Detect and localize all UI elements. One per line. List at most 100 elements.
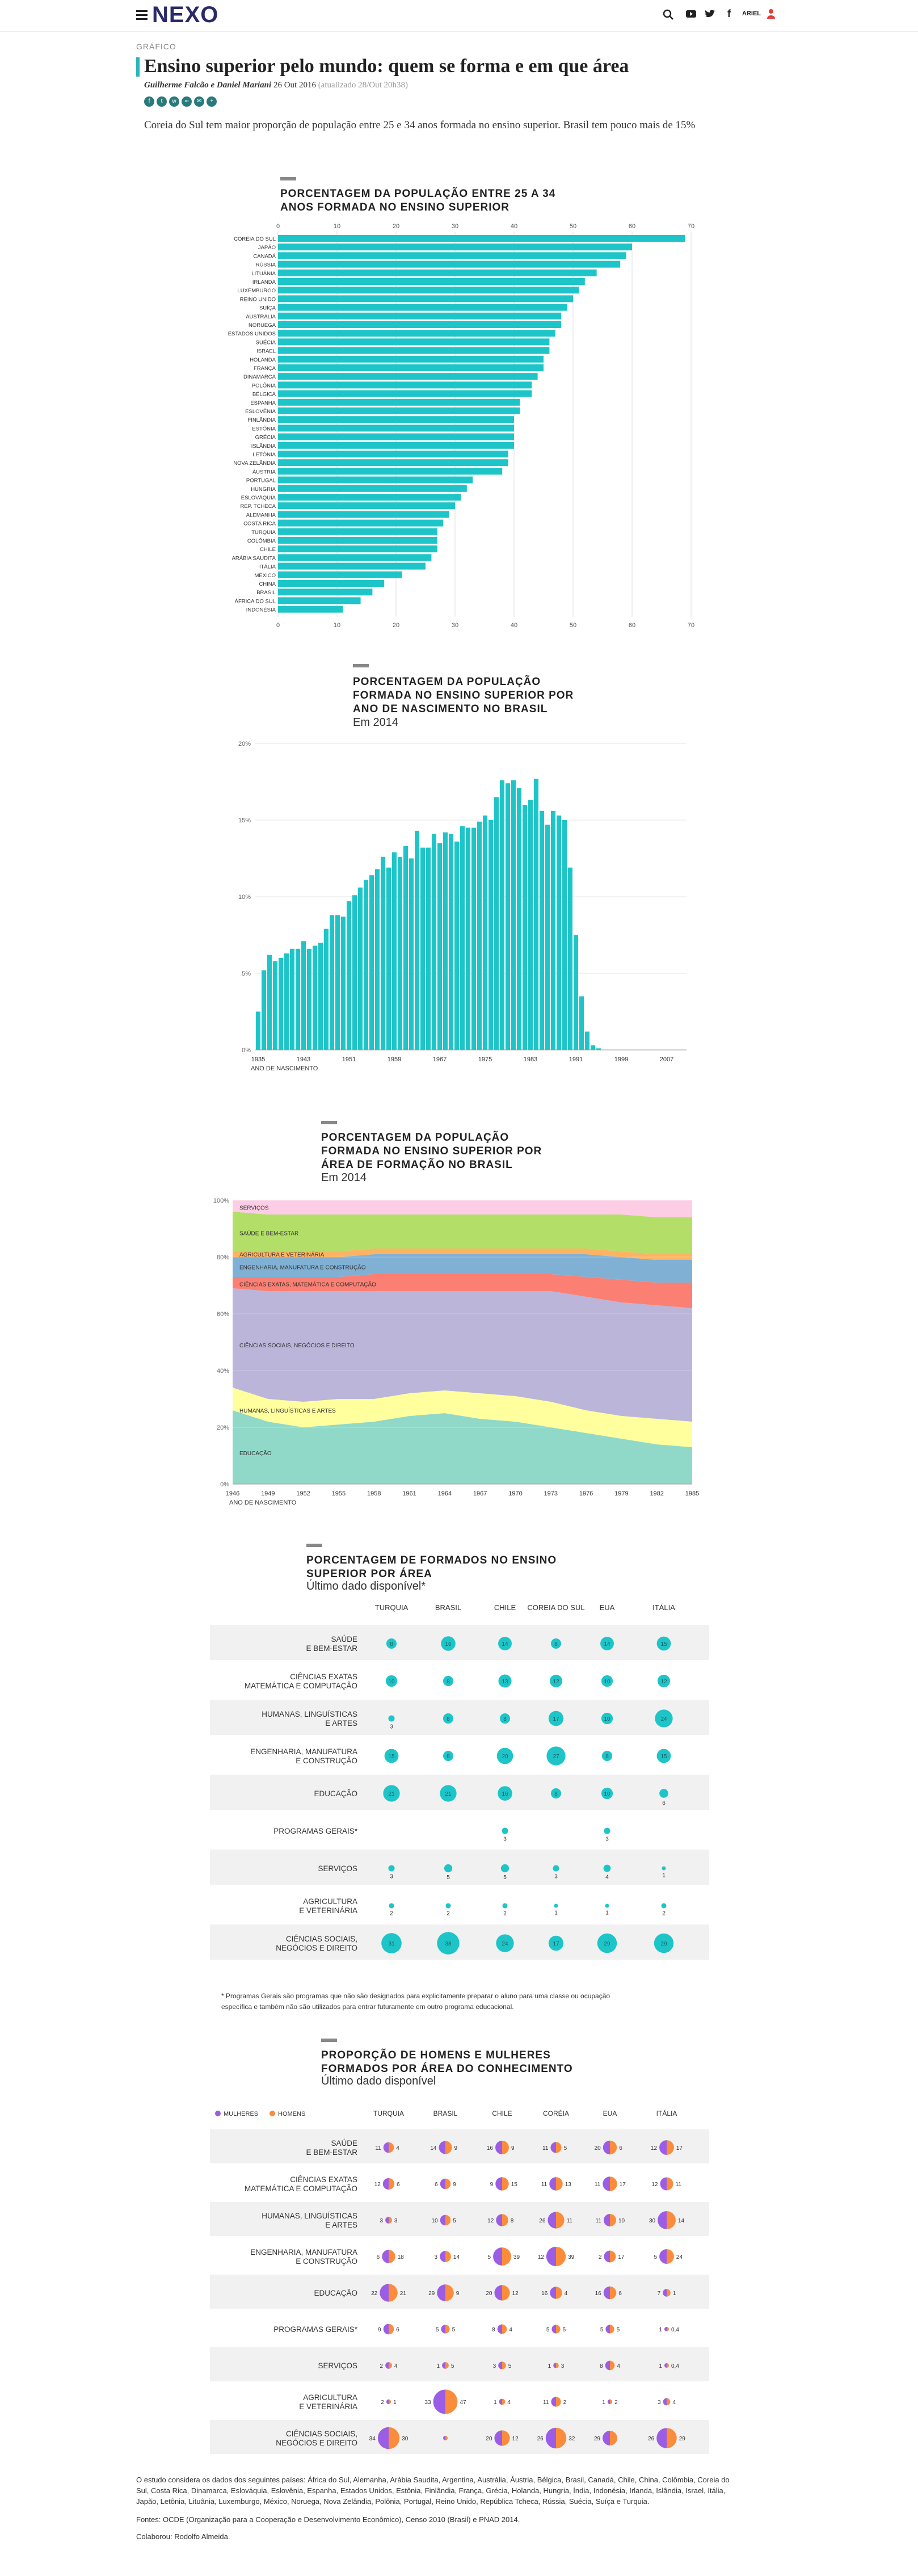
- value-bubble: [388, 1865, 395, 1872]
- men-value: 3: [394, 2218, 398, 2224]
- women-value: 2: [599, 2254, 602, 2260]
- women-value: 30: [649, 2218, 656, 2224]
- table1-bubble-table: TURQUIA BRASIL CHILE COREIA DO SUL EUA ITÁLIA…: [210, 1603, 709, 1960]
- bar: [352, 895, 357, 1050]
- bar: [568, 867, 572, 1050]
- value-bubble: [550, 1638, 562, 1649]
- bar: [381, 856, 385, 1050]
- women-value: 3: [435, 2254, 438, 2260]
- user-icon[interactable]: [767, 9, 775, 19]
- women-half: [551, 2397, 556, 2407]
- x-tick-label-top: 30: [452, 223, 458, 230]
- men-half: [502, 2247, 511, 2266]
- menu-icon[interactable]: [136, 10, 148, 20]
- x-tick-label: 1975: [478, 1056, 492, 1063]
- men-half: [502, 2324, 507, 2334]
- user-name[interactable]: ARIEL: [742, 10, 761, 17]
- bar: [313, 945, 317, 1050]
- value-bubble: [383, 1785, 400, 1802]
- x-tick-label: 2007: [660, 1056, 673, 1063]
- row-label: E CONSTRUÇÃO: [296, 1756, 357, 1765]
- x-tick-label-bottom: 70: [688, 622, 694, 629]
- bar: [278, 278, 585, 285]
- column-header: TURQUIA: [375, 1603, 409, 1612]
- men-half: [610, 2214, 616, 2226]
- women-half: [603, 2431, 610, 2445]
- women-half: [546, 2246, 556, 2267]
- value-bubble: [548, 1711, 564, 1726]
- bar: [364, 880, 368, 1050]
- share-more-icon[interactable]: +: [207, 96, 217, 107]
- value-bubble: [656, 1749, 671, 1763]
- bar: [517, 788, 521, 1050]
- x-tick-label: 1964: [438, 1490, 452, 1497]
- value-bubble: [502, 1827, 508, 1834]
- men-value: 11: [676, 2182, 682, 2188]
- table1-footnote: * Programas Gerais são programas que não…: [221, 1992, 610, 2011]
- men-half: [610, 2360, 615, 2371]
- chart1-marker: [280, 177, 296, 180]
- value-label: 16: [502, 1791, 508, 1797]
- value-bubble: [496, 1934, 514, 1952]
- chart2-title: PORCENTAGEM DA POPULAÇÃO FORMADA NO ENSIN…: [353, 676, 574, 715]
- category-label: IRLANDA: [252, 279, 276, 285]
- women-value: 12: [374, 2182, 381, 2188]
- row-label: E ARTES: [325, 1719, 357, 1728]
- men-legend-dot: [269, 2111, 275, 2116]
- area-series: [233, 1410, 692, 1484]
- women-half: [553, 2363, 556, 2368]
- row-label: CIÊNCIAS SOCIAIS,: [286, 2430, 357, 2438]
- women-half: [664, 2327, 667, 2331]
- row-label: HUMANAS, LINGUÍSTICAS: [262, 1710, 357, 1718]
- area-series: [233, 1288, 692, 1422]
- men-value: 5: [564, 2145, 567, 2151]
- category-label: PORTUGAL: [246, 478, 276, 484]
- bar: [386, 867, 391, 1050]
- x-tick-label: 1973: [544, 1490, 558, 1497]
- share-email-icon[interactable]: ✉: [194, 96, 204, 107]
- men-half: [502, 2398, 506, 2405]
- men-half: [667, 2327, 669, 2331]
- share-facebook-icon[interactable]: f: [144, 96, 154, 107]
- men-half: [556, 2427, 567, 2449]
- row-background: [210, 1625, 709, 1660]
- category-label: HUNGRIA: [251, 486, 276, 493]
- value-bubble: [654, 1933, 674, 1953]
- women-value: 5: [436, 2327, 439, 2333]
- row-background: [210, 2420, 709, 2454]
- facebook-icon[interactable]: f: [727, 8, 731, 19]
- share-link-icon[interactable]: ∞: [182, 96, 192, 107]
- men-half: [556, 2397, 561, 2407]
- nexo-logo[interactable]: NEXO: [152, 2, 219, 27]
- women-value: 5: [600, 2327, 604, 2333]
- table2-title: PROPORÇÃO DE HOMENS E MULHERES FORMADOS P…: [321, 2049, 573, 2075]
- women-value: 1: [437, 2363, 440, 2369]
- share-twitter-icon[interactable]: t: [157, 96, 167, 107]
- women-half: [496, 2214, 502, 2226]
- bar: [278, 597, 361, 604]
- value-label: 3: [554, 1874, 558, 1880]
- x-tick-label-bottom: 50: [570, 622, 576, 629]
- men-value: 8: [511, 2218, 514, 2224]
- bar: [278, 260, 621, 268]
- men-half: [667, 2140, 674, 2155]
- men-half: [389, 2427, 400, 2449]
- bar: [318, 943, 323, 1050]
- women-half: [659, 2140, 667, 2155]
- bar: [330, 915, 334, 1050]
- x-tick-label: 1952: [296, 1490, 310, 1497]
- series-label: HUMANAS, LINGUÍSTICAS E ARTES: [239, 1407, 336, 1414]
- x-tick-label: 1943: [297, 1056, 310, 1063]
- men-value: 0,4: [671, 2363, 679, 2369]
- search-icon[interactable]: [663, 9, 674, 20]
- x-tick-label: 1976: [579, 1490, 593, 1497]
- section-label[interactable]: GRÁFICO: [136, 42, 176, 51]
- twitter-icon[interactable]: [705, 10, 716, 19]
- share-whatsapp-icon[interactable]: w: [169, 96, 179, 107]
- women-value: 6: [377, 2254, 380, 2260]
- row-label: PROGRAMAS GERAIS*: [273, 2325, 358, 2334]
- bar: [284, 953, 289, 1050]
- category-label: ESTADOS UNIDOS: [228, 331, 276, 337]
- women-value: 2: [380, 2363, 384, 2369]
- youtube-icon[interactable]: [685, 10, 697, 19]
